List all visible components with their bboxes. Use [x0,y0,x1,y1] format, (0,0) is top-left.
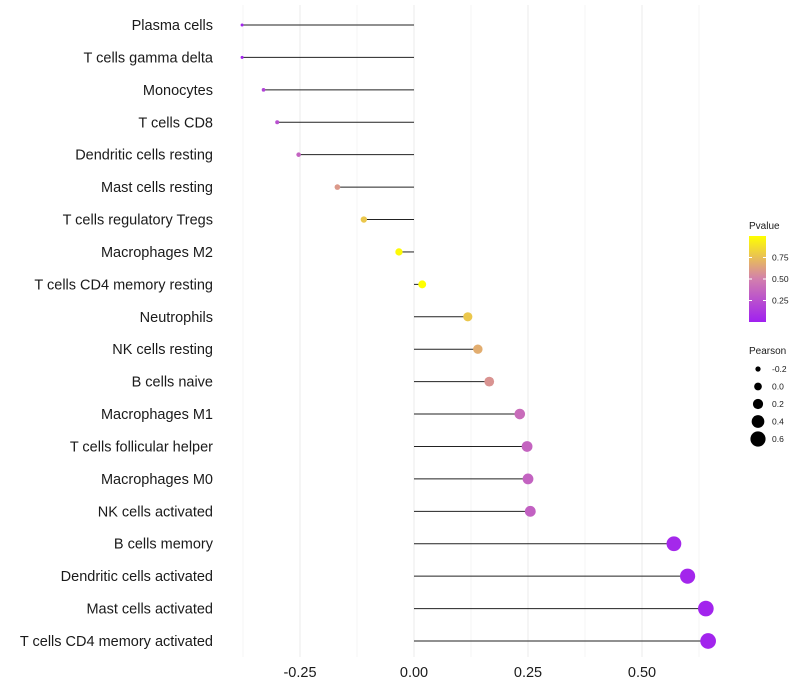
pvalue-legend-title: Pvalue [749,221,780,232]
x-tick-label: -0.25 [283,665,316,681]
data-point [473,344,483,354]
data-point [360,216,368,223]
data-point [514,408,526,420]
lollipop-points [240,23,716,649]
x-tick-label: 0.25 [514,665,542,681]
colorbar-label: 0.25 [772,296,789,306]
data-point [524,505,536,517]
data-point [418,280,427,289]
category-label: T cells CD4 memory resting [34,277,213,293]
data-point [240,23,244,27]
data-point [680,568,696,584]
size-legend-label: 0.6 [772,434,784,444]
pvalue-legend: Pvalue 0.75 0.50 0.25 [749,221,789,322]
x-tick-labels: -0.25 0.00 0.25 0.50 [283,665,656,681]
category-label: B cells naive [132,375,213,391]
grid-lines [242,5,700,657]
data-point [521,441,533,452]
size-legend-dot [751,415,765,428]
data-point [240,55,244,59]
category-label: B cells memory [114,537,214,553]
size-legend-label: -0.2 [772,364,787,374]
x-tick-label: 0.50 [628,665,656,681]
data-point [463,312,473,322]
data-point [484,376,495,387]
data-point [261,88,266,92]
colorbar-label: 0.75 [772,253,789,263]
category-label: T cells CD8 [138,115,213,131]
category-label: Monocytes [143,83,213,99]
category-label: T cells follicular helper [70,439,213,455]
pvalue-colorbar [749,236,766,322]
data-point [334,184,341,190]
size-legend-dot [754,382,762,391]
category-label: Mast cells activated [86,602,213,618]
category-label: Macrophages M1 [101,407,213,423]
category-label: T cells CD4 memory activated [20,634,213,650]
data-point [522,473,534,485]
category-label: Neutrophils [140,310,213,326]
data-point [698,600,714,617]
category-label: Plasma cells [132,18,213,34]
colorbar-label: 0.50 [772,274,789,284]
data-point [700,633,716,649]
pearson-size-legend: Pearson -0.2 0.0 0.2 0.4 0.6 [749,346,787,447]
data-point [666,536,682,552]
size-legend-dot [750,431,766,447]
pearson-legend-title: Pearson [749,346,786,357]
category-label: NK cells resting [112,342,213,358]
category-label: Mast cells resting [101,180,213,196]
category-label: T cells regulatory Tregs [63,213,213,229]
size-legend-label: 0.0 [772,382,784,392]
size-legend-dot [752,398,764,410]
size-legend-dot [755,366,761,372]
data-point [395,248,403,256]
size-legend-label: 0.4 [772,417,784,427]
x-tick-label: 0.00 [400,665,428,681]
category-label: T cells gamma delta [84,50,214,66]
category-label: Dendritic cells activated [61,569,213,585]
category-labels: Plasma cells T cells gamma delta Monocytes… [20,18,214,650]
lollipop-stems [242,24,709,642]
data-point [296,152,301,157]
size-legend-label: 0.2 [772,399,784,409]
category-label: Macrophages M0 [101,472,213,488]
data-point [275,120,280,125]
category-label: Macrophages M2 [101,245,213,261]
category-label: NK cells activated [98,504,213,520]
category-label: Dendritic cells resting [75,148,213,164]
